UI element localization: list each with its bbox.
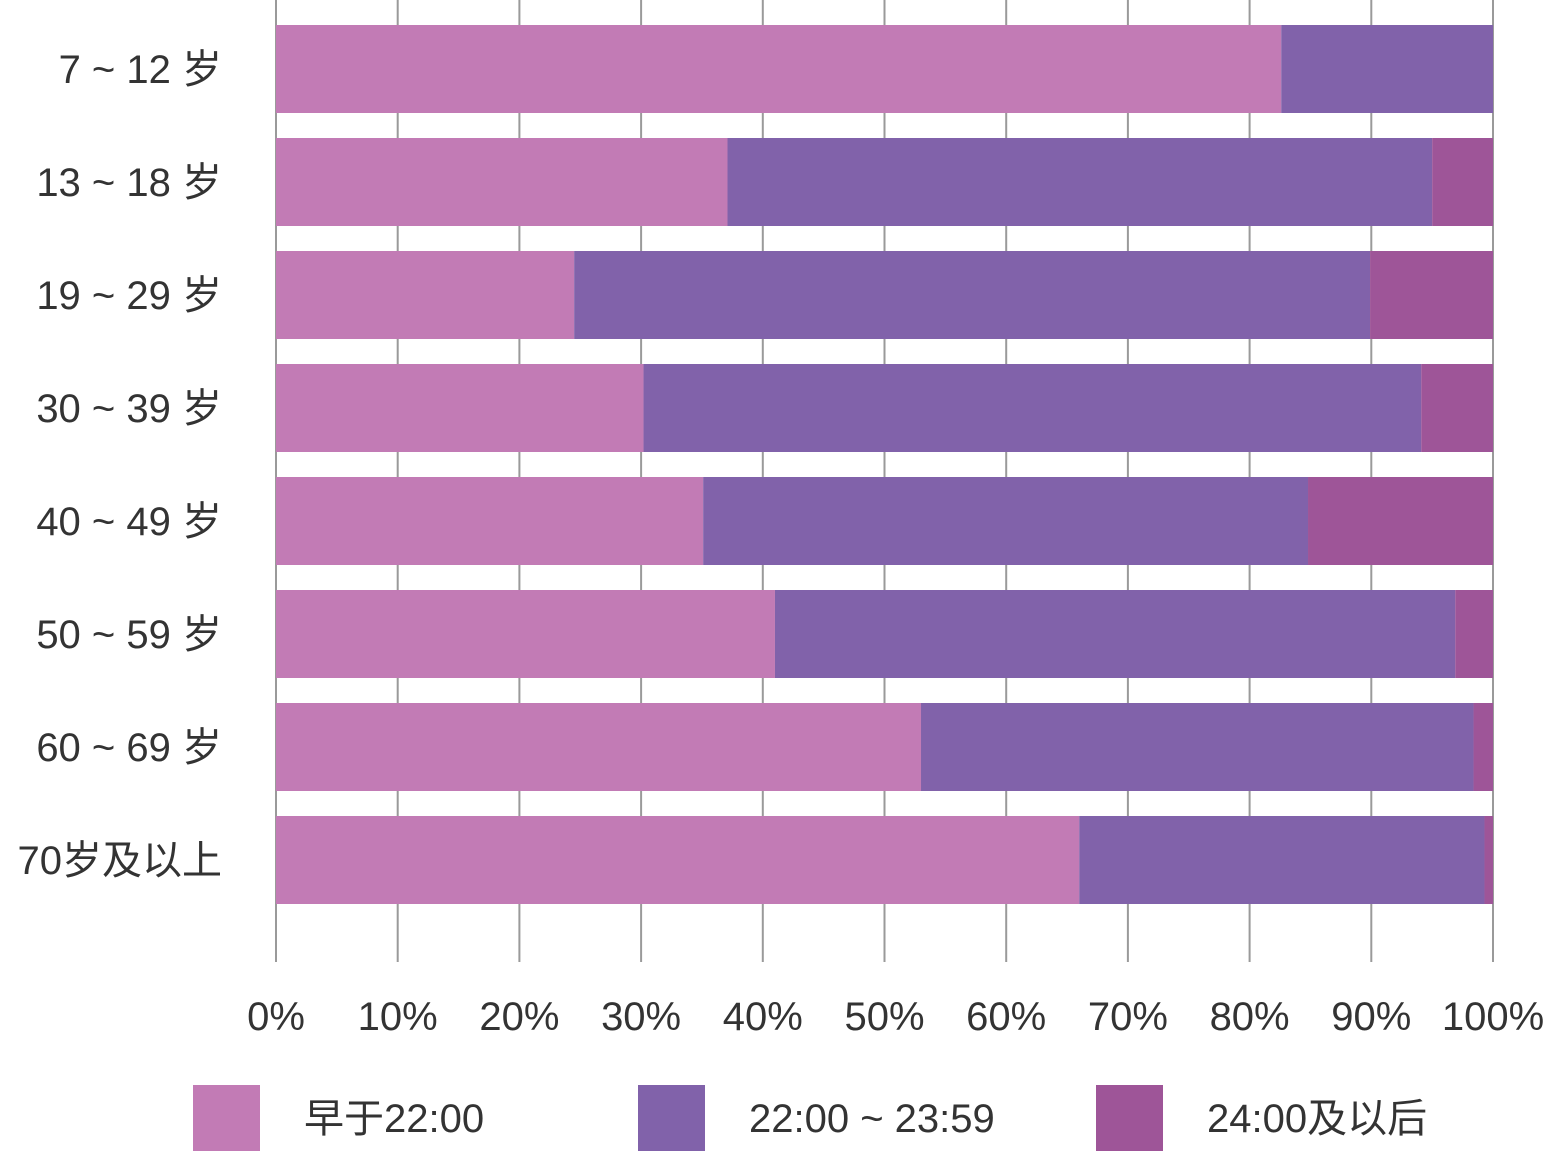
- x-tick-label: 70%: [1088, 995, 1168, 1039]
- bar-segment: [1432, 138, 1493, 226]
- x-tick-label: 50%: [844, 995, 924, 1039]
- bar-segment: [703, 477, 1309, 565]
- bar-segment: [1308, 477, 1493, 565]
- tick-label-layer: 0% 10% 20% 30% 40% 50% 60% 70% 80% 90% 100%: [247, 995, 1544, 1039]
- legend-label: 22:00 ~ 23:59: [749, 1097, 995, 1141]
- bar-segment: [1473, 703, 1493, 791]
- x-tick-label: 60%: [966, 995, 1046, 1039]
- x-tick-label: 0%: [247, 995, 305, 1039]
- bar-segment: [1079, 816, 1485, 904]
- bar-segment: [276, 251, 575, 339]
- bar-layer: [276, 25, 1493, 904]
- bar-segment: [276, 364, 644, 452]
- bar-segment: [1455, 590, 1493, 678]
- bar-segment: [574, 251, 1371, 339]
- x-tick-label: 80%: [1210, 995, 1290, 1039]
- x-tick-label: 100%: [1442, 995, 1544, 1039]
- bar-segment: [643, 364, 1422, 452]
- category-label: 7 ~ 12 岁: [59, 48, 222, 92]
- legend-swatch: [1096, 1085, 1163, 1151]
- bar-segment: [276, 25, 1282, 113]
- category-label: 70岁及以上: [18, 839, 223, 883]
- x-tick-label: 40%: [723, 995, 803, 1039]
- x-tick-label: 90%: [1331, 995, 1411, 1039]
- bar-segment: [921, 703, 1474, 791]
- bar-segment: [1484, 816, 1493, 904]
- bar-segment: [276, 477, 704, 565]
- bar-segment: [276, 703, 922, 791]
- category-label: 13 ~ 18 岁: [36, 161, 222, 205]
- legend-swatch: [638, 1085, 705, 1151]
- x-tick-label: 20%: [479, 995, 559, 1039]
- bar-segment: [276, 138, 728, 226]
- bar-segment: [276, 816, 1080, 904]
- category-label-layer: 7 ~ 12 岁 13 ~ 18 岁 19 ~ 29 岁 30 ~ 39 岁 40 ~ …: [18, 48, 223, 883]
- x-tick-label: 30%: [601, 995, 681, 1039]
- bar-segment: [1281, 25, 1493, 113]
- category-label: 19 ~ 29 岁: [36, 274, 222, 318]
- legend-label: 早于22:00: [304, 1097, 484, 1141]
- x-tick-label: 10%: [358, 995, 438, 1039]
- bar-segment: [1370, 251, 1493, 339]
- category-label: 30 ~ 39 岁: [36, 387, 222, 431]
- legend: 早于22:00 22:00 ~ 23:59 24:00及以后: [193, 1085, 1427, 1151]
- legend-swatch: [193, 1085, 260, 1151]
- bar-segment: [1421, 364, 1493, 452]
- category-label: 50 ~ 59 岁: [36, 613, 222, 657]
- bar-segment: [774, 590, 1456, 678]
- bar-segment: [276, 590, 775, 678]
- bar-segment: [727, 138, 1433, 226]
- category-label: 40 ~ 49 岁: [36, 500, 222, 544]
- legend-label: 24:00及以后: [1207, 1097, 1427, 1141]
- category-label: 60 ~ 69 岁: [36, 726, 222, 770]
